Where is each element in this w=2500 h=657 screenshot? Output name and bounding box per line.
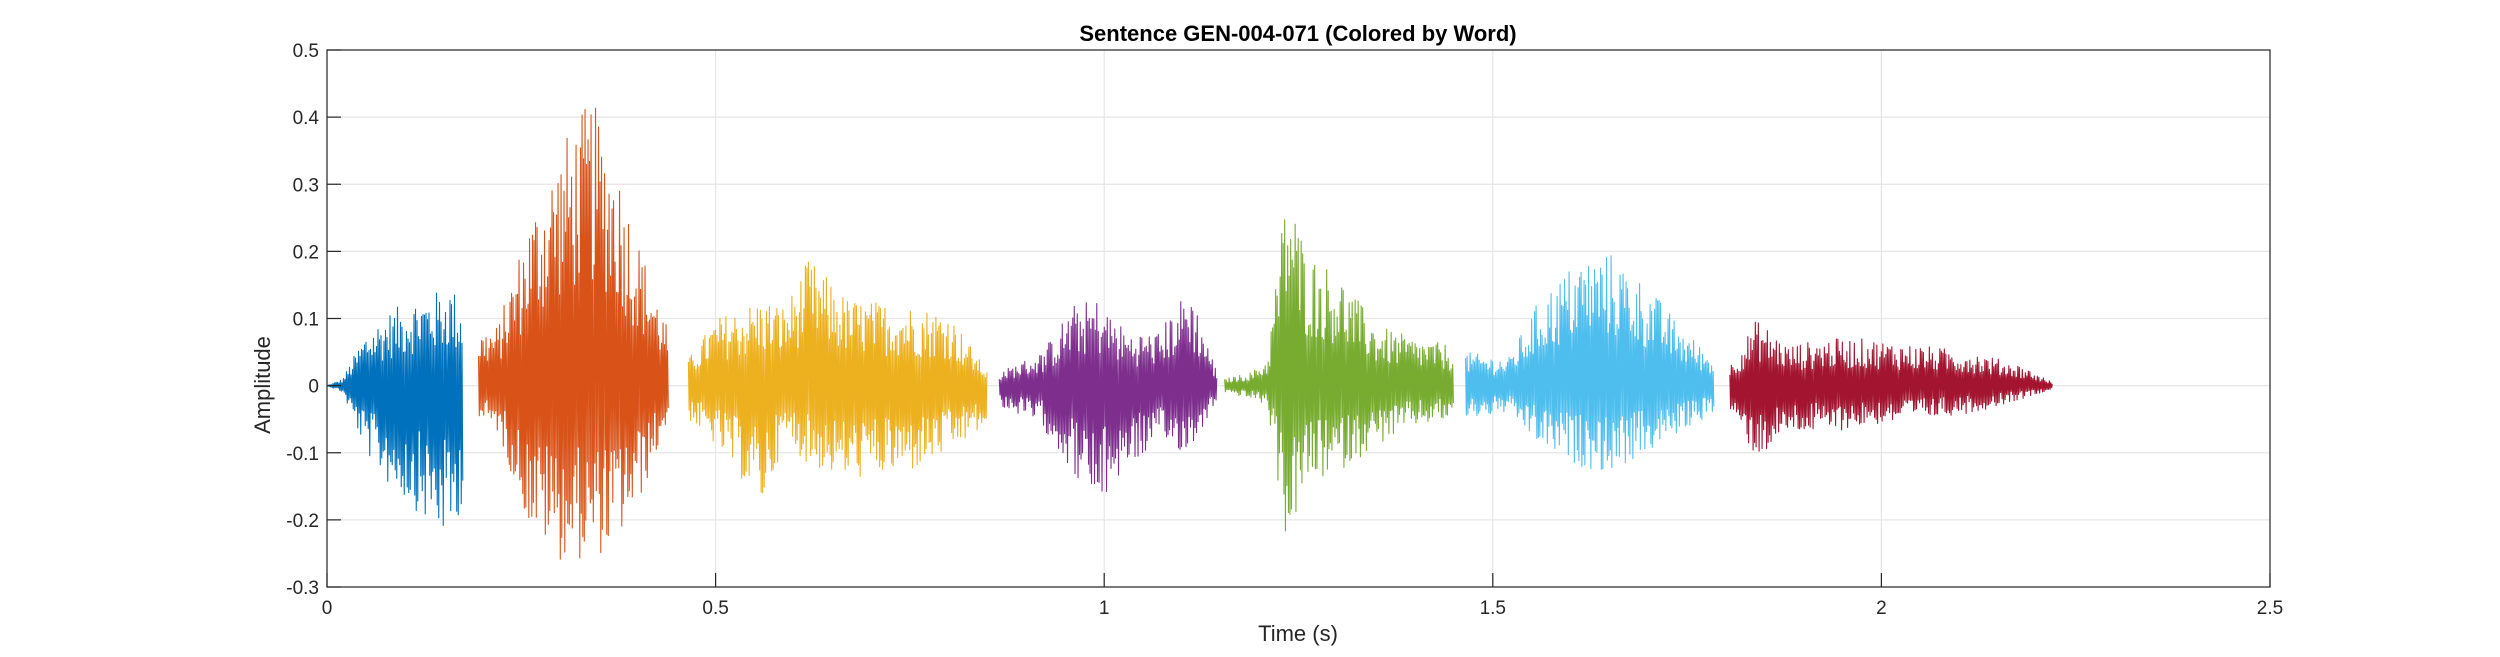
y-tick-label: 0.4 (293, 108, 320, 129)
x-tick-label: 2 (1876, 598, 1887, 619)
waveform-data (326, 107, 2053, 560)
waveform-word-3 (687, 261, 988, 494)
y-tick-label: -0.2 (286, 511, 319, 532)
axes (326, 49, 2271, 588)
x-axis-label: Time (s) (1258, 621, 1338, 646)
chart-title: Sentence GEN-004-071 (Colored by Word) (1079, 21, 1516, 46)
y-tick-label: 0.1 (293, 310, 319, 331)
y-tick-label: -0.3 (286, 578, 319, 599)
x-tick-label: 0.5 (702, 598, 728, 619)
waveform-word-2 (478, 107, 669, 560)
waveform-word-1 (326, 292, 464, 526)
waveform-word-7 (1729, 321, 2053, 452)
y-tick-label: -0.1 (286, 444, 319, 465)
tick-labels: 0 0.5 1 1.5 2 2.5 -0.3 -0.2 -0.1 0 0.1 0.2 0.3 0.4 0.5 (286, 41, 2283, 619)
x-tick-label: 0 (322, 598, 333, 619)
y-tick-label: 0.5 (293, 41, 319, 62)
y-tick-label: 0.2 (293, 242, 319, 263)
x-tick-label: 1.5 (1480, 598, 1506, 619)
y-axis-label: Amplitude (250, 336, 275, 434)
waveform-word-4 (998, 301, 1218, 493)
x-tick-label: 2.5 (2257, 598, 2283, 619)
x-tick-label: 1 (1099, 598, 1110, 619)
waveform-word-5 (1224, 219, 1454, 532)
y-tick-label: 0 (308, 377, 319, 398)
y-tick-label: 0.3 (293, 175, 319, 196)
waveform-word-6 (1465, 255, 1715, 470)
